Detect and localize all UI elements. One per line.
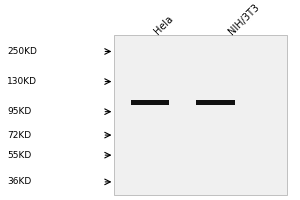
FancyBboxPatch shape bbox=[196, 98, 235, 100]
Text: 36KD: 36KD bbox=[7, 177, 31, 186]
Text: 95KD: 95KD bbox=[7, 107, 31, 116]
Text: 130KD: 130KD bbox=[7, 77, 37, 86]
Text: 250KD: 250KD bbox=[7, 47, 37, 56]
Text: 72KD: 72KD bbox=[7, 131, 31, 140]
FancyBboxPatch shape bbox=[131, 100, 169, 105]
FancyBboxPatch shape bbox=[131, 98, 169, 100]
FancyBboxPatch shape bbox=[114, 35, 287, 195]
Text: 55KD: 55KD bbox=[7, 151, 31, 160]
Text: Hela: Hela bbox=[152, 14, 175, 36]
FancyBboxPatch shape bbox=[196, 100, 235, 105]
Text: NIH/3T3: NIH/3T3 bbox=[226, 2, 261, 36]
